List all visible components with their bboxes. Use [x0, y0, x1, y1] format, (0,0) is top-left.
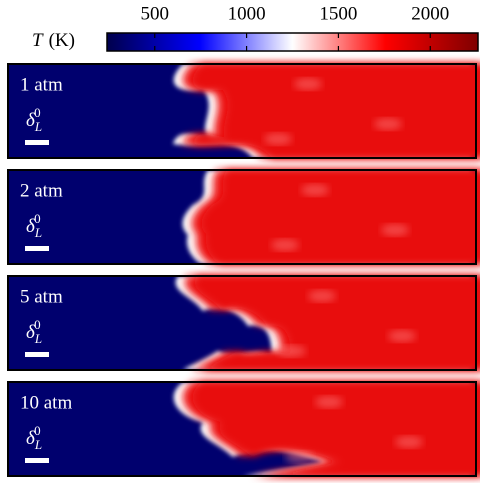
unit: (K)	[49, 30, 75, 51]
panel-label: 10 atm	[20, 392, 72, 413]
subscript: L	[34, 331, 42, 346]
tick-label: 1500	[319, 3, 357, 24]
frame	[7, 63, 477, 159]
hot-spot	[294, 78, 322, 90]
scale-bar	[25, 246, 49, 251]
panel: 2 atm δL0	[7, 169, 480, 265]
superscript: 0	[34, 317, 41, 332]
scale-bar	[25, 352, 49, 357]
superscript: 0	[34, 211, 41, 226]
superscript: 0	[34, 105, 41, 120]
hot-spot	[271, 239, 299, 251]
superscript: 0	[34, 423, 41, 438]
tick-label: 500	[141, 3, 170, 24]
scale-label: δL0	[26, 423, 42, 452]
scale-label: δL0	[26, 105, 42, 134]
burnt-core	[201, 170, 480, 264]
subscript: L	[34, 437, 42, 452]
scale-bar	[25, 458, 49, 463]
frame	[7, 381, 477, 477]
tick-label: 1000	[228, 3, 266, 24]
panel-label: 5 atm	[20, 286, 63, 307]
colorbar	[106, 32, 479, 52]
scale-label: δL0	[26, 211, 42, 240]
hot-spot	[285, 451, 313, 463]
symbol: T	[32, 30, 44, 51]
hot-spot	[301, 184, 329, 196]
panel: 1 atm δL0	[7, 63, 480, 159]
hot-spot	[381, 224, 409, 236]
symbol: δ	[26, 322, 36, 343]
frame	[7, 169, 477, 265]
hot-spot	[388, 330, 416, 342]
panel-label: 2 atm	[20, 180, 63, 201]
subscript: L	[34, 119, 42, 134]
frame	[7, 275, 477, 371]
scale-label: δL0	[26, 317, 42, 346]
hot-spot	[395, 436, 423, 448]
panel-label: 1 atm	[20, 74, 63, 95]
subscript: L	[34, 225, 42, 240]
tick-label: 2000	[411, 3, 449, 24]
symbol: δ	[26, 216, 36, 237]
scale-bar	[25, 140, 49, 145]
hot-spot	[264, 133, 292, 145]
burnt-core	[192, 64, 480, 158]
burnt-core	[192, 382, 480, 476]
panel: 5 atm δL0	[7, 275, 480, 371]
colorbar-label: T (K)	[32, 30, 75, 51]
hot-spot	[278, 345, 306, 357]
hot-spot	[374, 118, 402, 130]
burnt-core	[194, 276, 480, 370]
hot-spot	[315, 396, 343, 408]
hot-spot	[308, 290, 336, 302]
symbol: δ	[26, 110, 36, 131]
panel: 10 atm δL0	[7, 381, 480, 477]
symbol: δ	[26, 428, 36, 449]
